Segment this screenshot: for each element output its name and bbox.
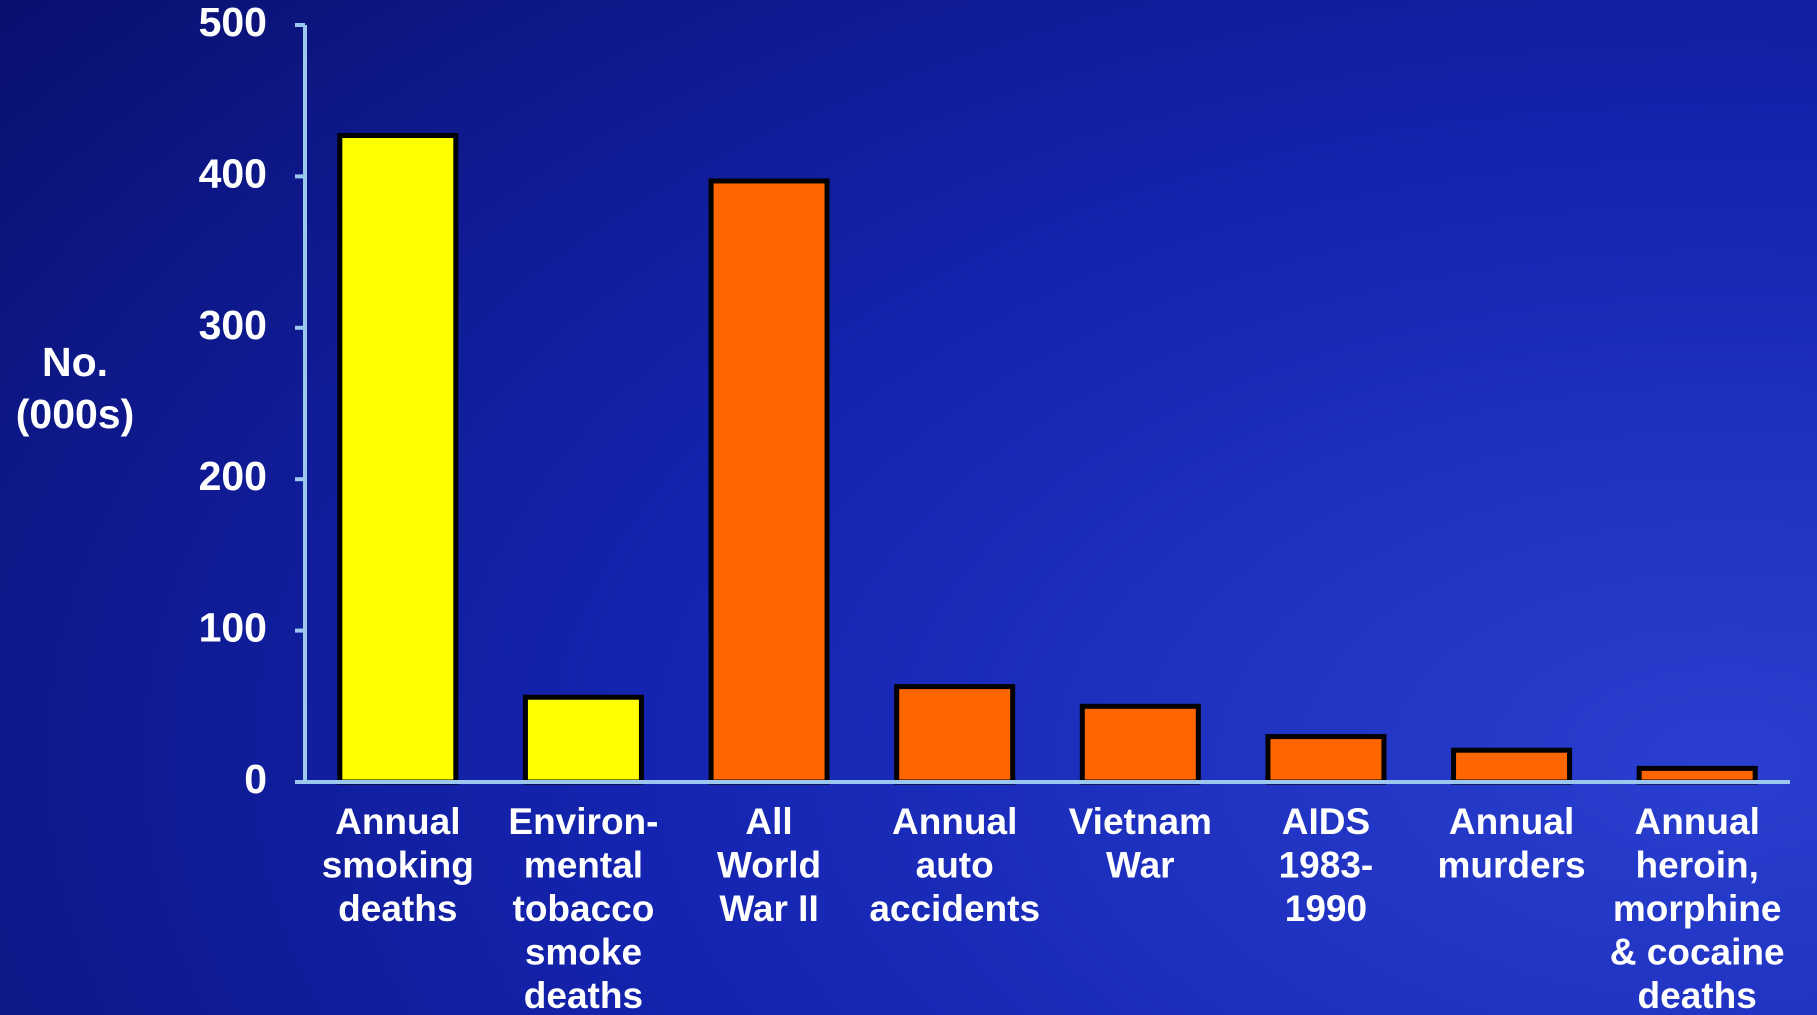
y-axis-label: No. (000s) <box>16 339 135 437</box>
y-tick-label: 100 <box>199 604 267 650</box>
bar <box>1451 747 1573 785</box>
y-tick-label: 300 <box>199 302 267 348</box>
x-tick-label: AIDS 1983-1990 <box>1279 801 1374 929</box>
x-tick-label: All World War II <box>717 801 821 929</box>
bar <box>1079 703 1201 785</box>
bar <box>337 133 459 785</box>
bar <box>1265 734 1387 785</box>
x-tick-label: Annual heroin, morphine & cocaine deaths <box>1610 801 1785 1015</box>
x-tick-label: Environ-mental tobacco smoke deaths <box>508 801 658 1015</box>
y-tick-label: 200 <box>199 453 267 499</box>
x-tick-label: Annual smoking deaths <box>322 801 474 929</box>
x-tick-label: Annual auto accidents <box>869 801 1040 929</box>
y-tick-label: 400 <box>199 150 267 196</box>
y-tick-label: 0 <box>244 756 267 802</box>
bar <box>894 684 1016 785</box>
bar <box>1636 765 1758 785</box>
x-tick-label: Annual murders <box>1438 801 1586 886</box>
bar <box>522 694 644 785</box>
bar <box>708 178 830 785</box>
x-tick-label: Vietnam War <box>1069 801 1212 886</box>
y-tick-label: 500 <box>199 0 267 45</box>
